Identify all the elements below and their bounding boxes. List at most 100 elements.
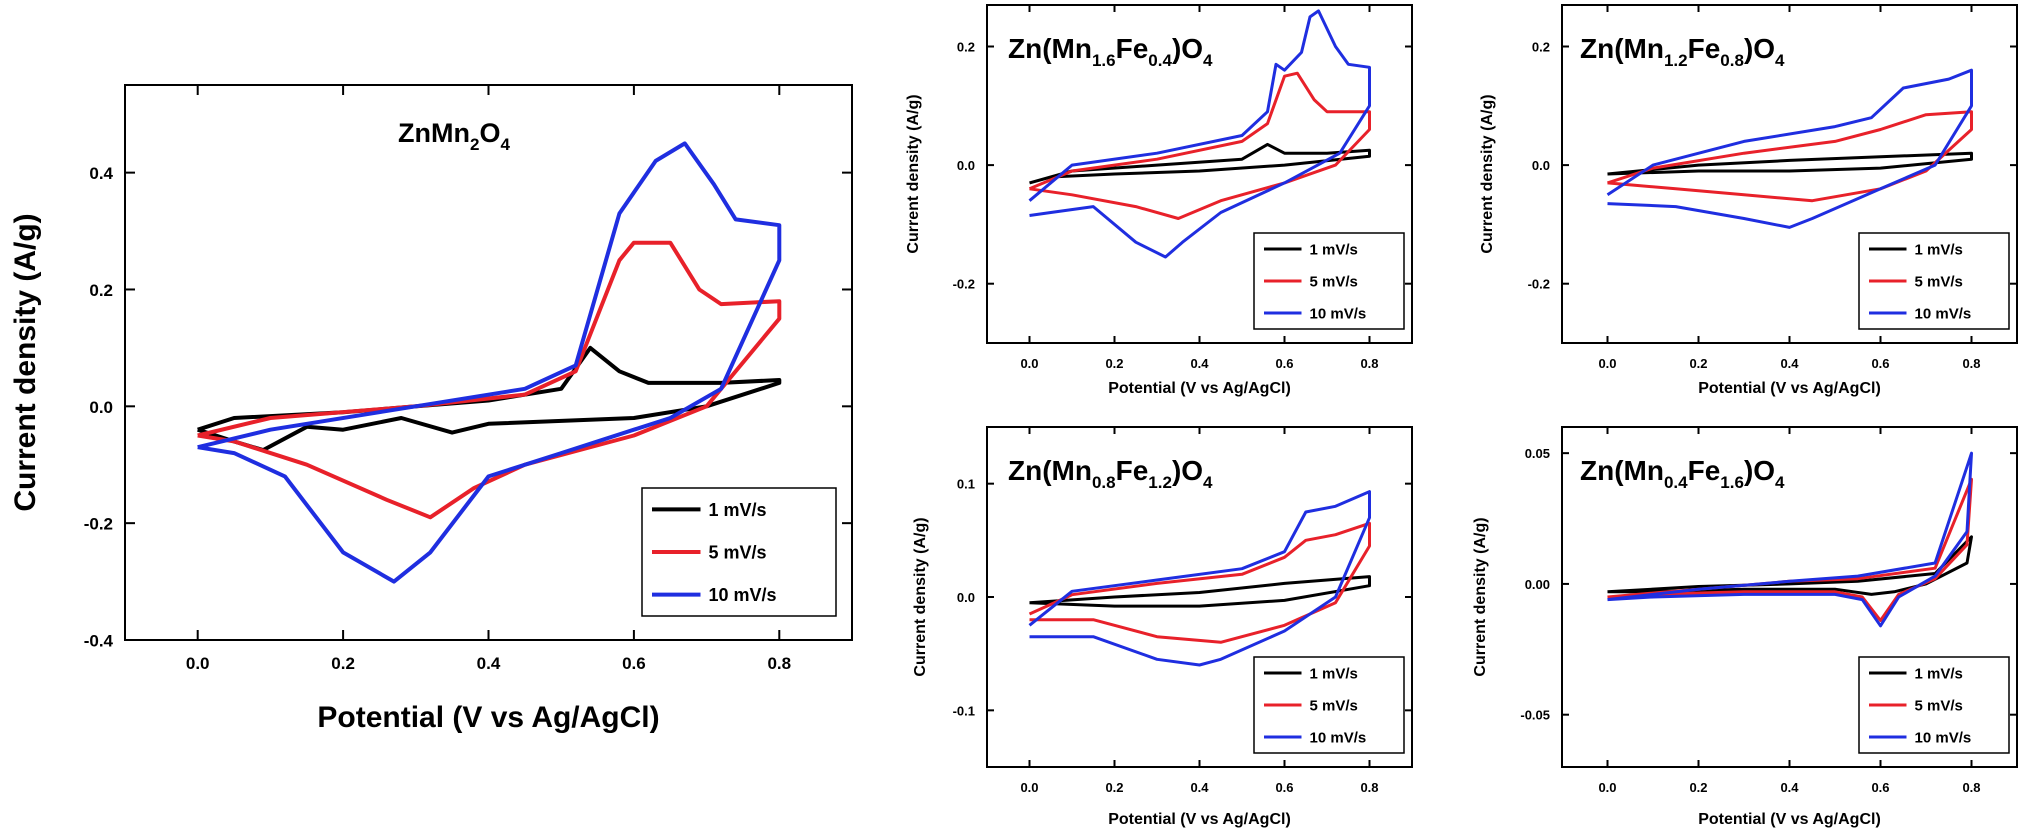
x-tick-label: 0.4 bbox=[1780, 356, 1799, 371]
legend-label: 1 mV/s bbox=[1310, 665, 1358, 682]
y-tick-label: 0.0 bbox=[957, 590, 975, 605]
title-subscript: 1.2 bbox=[1148, 473, 1172, 492]
legend-label: 5 mV/s bbox=[1915, 273, 1963, 290]
legend-label: 10 mV/s bbox=[1310, 305, 1367, 322]
y-axis-label: Current density (A/g) bbox=[912, 517, 929, 676]
series-line-5-mv-s bbox=[197, 240, 782, 520]
legend-label: 10 mV/s bbox=[709, 585, 777, 605]
x-tick-label: 0.0 bbox=[1020, 780, 1038, 795]
x-axis-label: Potential (V vs Ag/AgCl) bbox=[1698, 811, 1881, 828]
x-tick-label: 0.8 bbox=[767, 654, 791, 673]
x-tick-label: 0.0 bbox=[1598, 780, 1616, 795]
chart-panel-main: 0.0 0.2 0.4 0.6 0.8 -0.4 -0.2 0.0 0.2 0.4 ZnMn2O4 P… bbox=[9, 84, 853, 734]
x-axis-label: Potential (V vs Ag/AgCl) bbox=[1108, 811, 1291, 828]
panel-title: Zn(Mn0.8Fe1.2)O4 bbox=[1008, 455, 1213, 492]
legend-label: 10 mV/s bbox=[1915, 729, 1972, 746]
y-axis-label: Current density (A/g) bbox=[9, 213, 42, 511]
series-line-5-mv-s bbox=[1607, 477, 1973, 622]
x-tick-label: 0.6 bbox=[1275, 780, 1293, 795]
title-text: Fe bbox=[1688, 33, 1721, 64]
title-text: Fe bbox=[1116, 33, 1149, 64]
x-axis-label: Potential (V vs Ag/AgCl) bbox=[1698, 380, 1881, 397]
x-tick-label: 0.4 bbox=[1190, 780, 1209, 795]
panel-title: Zn(Mn1.6Fe0.4)O4 bbox=[1008, 33, 1213, 70]
x-tick-label: 0.4 bbox=[1780, 780, 1799, 795]
title-subscript: 1.2 bbox=[1664, 51, 1688, 70]
y-tick-label: 0.4 bbox=[89, 164, 113, 183]
title-subscript: 4 bbox=[500, 135, 510, 154]
legend: 1 mV/s 5 mV/s 10 mV/s bbox=[1858, 232, 2010, 330]
title-text: ZnMn bbox=[398, 118, 470, 148]
series-line-5-mv-s bbox=[1607, 110, 1973, 203]
title-text: Zn(Mn bbox=[1008, 455, 1092, 486]
chart-panel-mn08: 0.0 0.2 0.4 0.6 0.8 -0.1 0.0 0.1 Zn(Mn0.8Fe1.2)O… bbox=[912, 426, 1413, 828]
y-tick-label: -0.2 bbox=[1528, 277, 1550, 292]
y-axis-label: Current density (A/g) bbox=[1472, 517, 1489, 676]
title-subscript: 2 bbox=[470, 135, 479, 154]
x-tick-label: 0.0 bbox=[1020, 356, 1038, 371]
x-tick-label: 0.6 bbox=[1871, 356, 1889, 371]
title-subscript: 0.8 bbox=[1720, 51, 1744, 70]
legend-label: 1 mV/s bbox=[1915, 665, 1963, 682]
x-tick-label: 0.4 bbox=[1190, 356, 1209, 371]
title-subscript: 4 bbox=[1203, 51, 1213, 70]
x-tick-label: 0.8 bbox=[1962, 780, 1980, 795]
x-axis-label: Potential (V vs Ag/AgCl) bbox=[1108, 380, 1291, 397]
chart-panel-mn16: 0.0 0.2 0.4 0.6 0.8-0.20.00.2 Zn(Mn1.6Fe0.4)O… bbox=[905, 4, 1413, 397]
x-tick-label: 0.2 bbox=[1105, 356, 1123, 371]
legend-label: 5 mV/s bbox=[709, 542, 767, 562]
x-tick-label: 0.0 bbox=[1598, 356, 1616, 371]
x-tick-label: 0.4 bbox=[477, 654, 501, 673]
title-text: )O bbox=[1744, 33, 1775, 64]
legend-label: 5 mV/s bbox=[1310, 697, 1358, 714]
x-tick-label: 0.0 bbox=[186, 654, 210, 673]
y-axis-label: Current density (A/g) bbox=[905, 94, 922, 253]
y-tick-label: -0.1 bbox=[953, 703, 975, 718]
title-text: )O bbox=[1172, 455, 1203, 486]
series-line-10-mv-s bbox=[1607, 451, 1973, 628]
x-tick-label: 0.6 bbox=[1275, 356, 1293, 371]
x-tick-label: 0.2 bbox=[1689, 780, 1707, 795]
title-subscript: 0.8 bbox=[1092, 473, 1116, 492]
y-tick-label: 0.2 bbox=[957, 39, 975, 54]
title-subscript: 0.4 bbox=[1664, 473, 1688, 492]
title-subscript: 4 bbox=[1203, 473, 1213, 492]
title-subscript: 4 bbox=[1775, 473, 1785, 492]
legend-label: 10 mV/s bbox=[1310, 729, 1367, 746]
series-line-1-mv-s bbox=[1029, 575, 1371, 608]
title-subscript: 1.6 bbox=[1092, 51, 1116, 70]
y-tick-label: 0.0 bbox=[957, 158, 975, 173]
y-tick-label: 0.05 bbox=[1525, 446, 1550, 461]
legend-label: 1 mV/s bbox=[1310, 241, 1358, 258]
y-tick-label: -0.2 bbox=[84, 515, 113, 534]
series-line-10-mv-s bbox=[1028, 9, 1371, 259]
title-text: Zn(Mn bbox=[1580, 33, 1664, 64]
series-line-10-mv-s bbox=[1606, 68, 1973, 229]
chart-panel-mn04: 0.0 0.2 0.4 0.6 0.8-0.050.000.05Zn(Mn0.4Fe1.… bbox=[1472, 426, 2018, 828]
series-line-10-mv-s bbox=[197, 141, 782, 584]
x-tick-label: 0.6 bbox=[1871, 780, 1889, 795]
title-subscript: 4 bbox=[1775, 51, 1785, 70]
y-tick-label: 0.0 bbox=[1532, 158, 1550, 173]
y-tick-label: -0.2 bbox=[953, 277, 975, 292]
x-tick-label: 0.6 bbox=[622, 654, 646, 673]
y-tick-label: 0.0 bbox=[89, 398, 113, 417]
y-tick-label: 0.1 bbox=[957, 477, 975, 492]
legend-label: 5 mV/s bbox=[1310, 273, 1358, 290]
y-tick-label: -0.05 bbox=[1520, 708, 1550, 723]
title-text: Zn(Mn bbox=[1008, 33, 1092, 64]
series-line-10-mv-s bbox=[1028, 490, 1371, 667]
title-text: )O bbox=[1172, 33, 1203, 64]
x-tick-label: 0.2 bbox=[1105, 780, 1123, 795]
legend-label: 10 mV/s bbox=[1915, 305, 1972, 322]
panel-title: Zn(Mn0.4Fe1.6)O4 bbox=[1580, 455, 1785, 492]
y-axis-label: Current density (A/g) bbox=[1479, 94, 1496, 253]
x-tick-label: 0.8 bbox=[1962, 356, 1980, 371]
chart-panel-mn12: 0.0 0.2 0.4 0.6 0.8-0.20.00.2 Zn(Mn1.2Fe0.8)O… bbox=[1479, 4, 2018, 397]
y-tick-label: 0.2 bbox=[89, 281, 113, 300]
y-tick-label: -0.4 bbox=[84, 631, 114, 650]
legend-label: 1 mV/s bbox=[1915, 241, 1963, 258]
title-text: Fe bbox=[1116, 455, 1149, 486]
series-line-1-mv-s bbox=[1607, 151, 1973, 176]
panel-title: ZnMn2O4 bbox=[398, 118, 510, 154]
